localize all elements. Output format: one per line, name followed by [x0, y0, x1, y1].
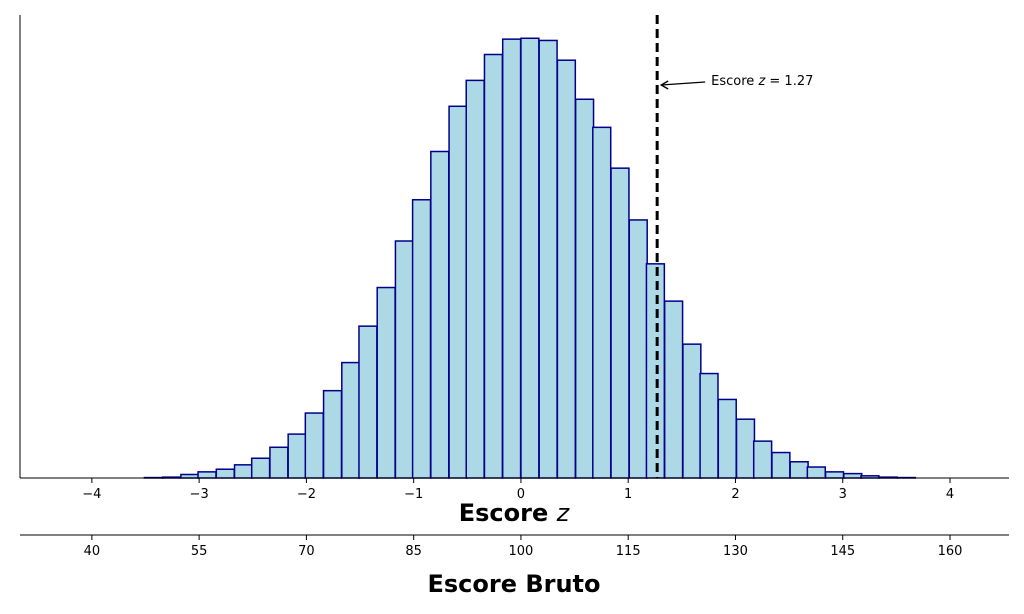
histogram-bar: [197, 471, 217, 479]
histogram-bar: [341, 361, 361, 479]
histogram-bar: [735, 418, 756, 479]
z-tick-label: 2: [731, 487, 739, 502]
histogram-bars: [143, 37, 917, 479]
annotation-arrow: [661, 81, 706, 86]
histogram-bar: [287, 433, 307, 479]
histogram-bar: [180, 473, 200, 479]
histogram-bar: [717, 398, 737, 479]
z-tick-label: −4: [82, 487, 101, 502]
raw-score-axis-ticks: 40 55 70 85 100 115 130 145 160: [84, 535, 963, 559]
raw-tick-label: 130: [723, 544, 748, 559]
histogram-bar: [824, 471, 845, 479]
histogram-bar: [448, 105, 468, 479]
histogram-bar: [430, 150, 450, 479]
raw-tick-label: 160: [938, 544, 963, 559]
histogram-bar: [789, 461, 809, 479]
histogram-bar: [592, 126, 612, 479]
histogram-bar: [501, 38, 522, 479]
histogram-bar: [465, 79, 485, 479]
z-tick-label: 1: [624, 487, 632, 502]
histogram-bar: [610, 167, 630, 479]
z-axis-ticks: −4 −3 −2 −1 0 1 2 3 4: [82, 478, 954, 502]
z-score-annotation: Escore z = 1.27: [711, 74, 813, 89]
z-tick-label: 0: [517, 487, 525, 502]
histogram-bar: [645, 263, 666, 479]
histogram-bar: [269, 446, 289, 479]
z-tick-label: 3: [839, 487, 847, 502]
raw-tick-label: 70: [298, 544, 315, 559]
histogram-bar: [376, 286, 396, 479]
z-axis-title: Escore z: [459, 499, 571, 527]
z-tick-label: 4: [946, 487, 954, 502]
histogram-bar: [682, 343, 702, 479]
histogram-bar: [806, 466, 827, 479]
raw-tick-label: 85: [405, 544, 422, 559]
raw-score-axis-title: Escore Bruto: [427, 570, 600, 598]
raw-tick-label: 55: [191, 544, 208, 559]
z-tick-label: −3: [190, 487, 209, 502]
histogram-bar: [843, 472, 863, 479]
histogram-bar: [538, 39, 558, 479]
histogram-bar: [574, 98, 595, 479]
raw-tick-label: 115: [616, 544, 641, 559]
histogram-bar: [304, 412, 324, 479]
raw-tick-label: 100: [509, 544, 534, 559]
histogram-bar: [483, 53, 504, 479]
histogram-bar: [556, 59, 577, 479]
raw-tick-label: 40: [84, 544, 101, 559]
z-tick-label: −1: [404, 487, 423, 502]
histogram-bar: [358, 325, 378, 479]
histogram-bar: [628, 219, 648, 479]
histogram-bar: [322, 389, 343, 479]
histogram-bar: [699, 372, 719, 479]
raw-tick-label: 145: [830, 544, 855, 559]
histogram-bar: [663, 300, 684, 479]
histogram-bar: [233, 464, 254, 479]
histogram-bar: [215, 468, 235, 479]
annotation-arrowhead: [659, 80, 669, 90]
histogram-bar: [520, 37, 540, 479]
histogram-bar: [771, 451, 791, 479]
histogram-bar: [411, 199, 432, 479]
histogram-bar: [394, 240, 415, 479]
histogram-bar: [250, 457, 271, 479]
z-tick-label: −2: [297, 487, 316, 502]
histogram-bar: [752, 440, 773, 479]
